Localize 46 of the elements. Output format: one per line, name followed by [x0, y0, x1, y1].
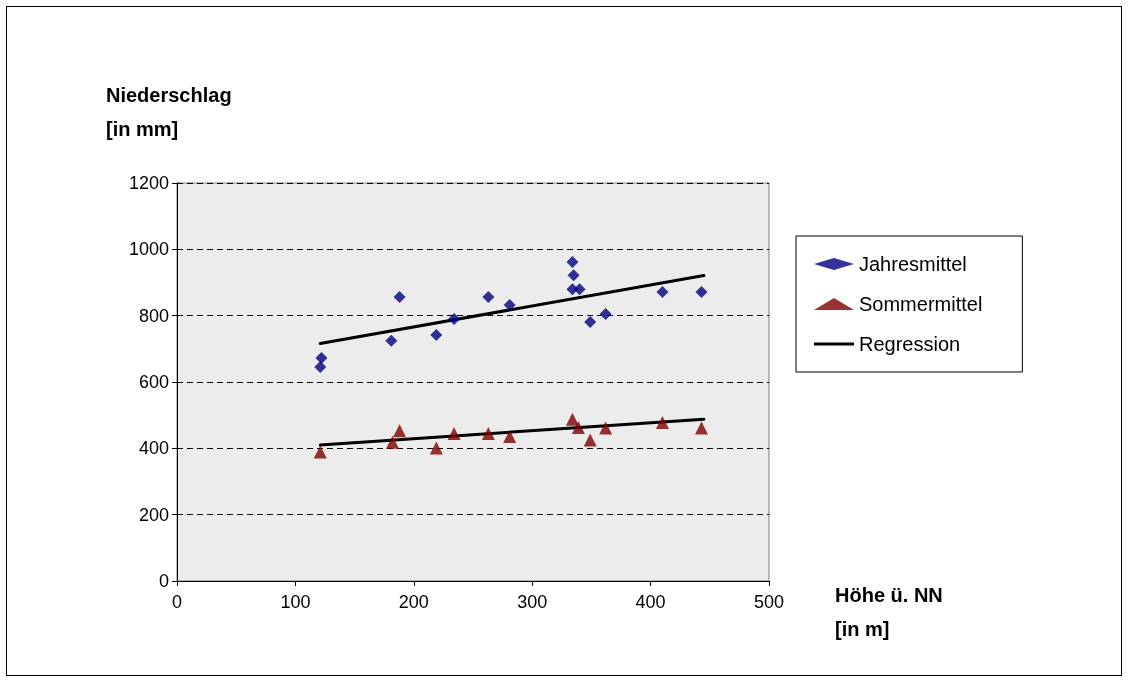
y-tick-label: 0 [158, 571, 169, 591]
point [481, 426, 495, 440]
legend-label: Regression [859, 333, 961, 355]
y-tick-label: 1200 [128, 173, 169, 193]
point [695, 421, 709, 435]
point [599, 421, 613, 435]
point [447, 426, 461, 440]
point [584, 315, 597, 328]
point [583, 433, 597, 447]
y-axis-title: Niederschlag [in mm] [106, 84, 232, 140]
point [314, 361, 327, 374]
legend-label: Sommermittel [859, 293, 983, 315]
y-tick-label: 200 [138, 504, 169, 525]
x-tick-label: 300 [517, 592, 548, 612]
point [482, 291, 495, 304]
point [565, 412, 579, 426]
x-tick-label: 500 [753, 592, 785, 612]
y-tick-label: 400 [138, 438, 169, 459]
x-tick-label: 100 [280, 592, 311, 612]
point [429, 441, 443, 455]
point [599, 308, 612, 321]
y-tick-label: 800 [138, 305, 169, 326]
point [393, 424, 407, 438]
point [503, 429, 517, 443]
x-tick-label: 0 [171, 592, 183, 612]
point [571, 420, 585, 434]
point [385, 334, 398, 347]
point [385, 435, 399, 449]
point [315, 352, 328, 365]
point [503, 299, 516, 312]
point [573, 283, 586, 296]
x-axis-title: Höhe ü. NN [in m] [835, 584, 943, 640]
point [313, 445, 327, 459]
point [567, 269, 580, 282]
y-tick-label: 1000 [128, 239, 169, 260]
point [655, 415, 669, 429]
point [393, 291, 406, 304]
point [448, 312, 461, 325]
point [566, 255, 579, 268]
x-tick-label: 200 [398, 592, 429, 612]
point [695, 286, 708, 299]
y-tick-label: 600 [138, 372, 169, 392]
point [656, 286, 669, 299]
x-tick-label: 400 [635, 592, 666, 612]
legend-label: Jahresmittel [859, 253, 967, 275]
point [430, 328, 443, 341]
